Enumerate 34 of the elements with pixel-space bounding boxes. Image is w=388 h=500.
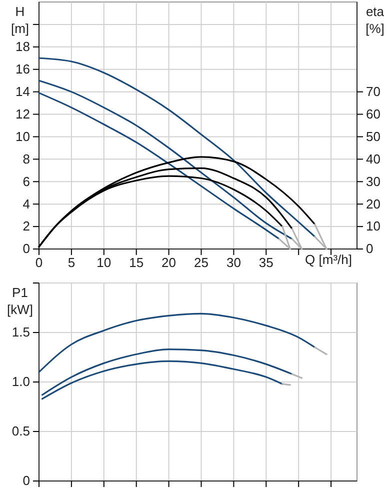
- x-tick-label: 30: [226, 255, 241, 270]
- x-tick-label: 10: [96, 255, 112, 270]
- y-tick-label: 2: [22, 218, 30, 234]
- y2-axis-title: eta [%]: [366, 4, 385, 36]
- x-tick-label: 15: [129, 255, 144, 270]
- y-tick-label: 6: [22, 174, 30, 189]
- x-tick-label: 5: [68, 255, 76, 270]
- y-tick-label: 10: [16, 128, 30, 144]
- text: 1.0: [12, 374, 30, 390]
- y2-tick-label: 50: [366, 128, 380, 144]
- y-tick-label: 0.5: [12, 424, 30, 439]
- x-tick-label: 0: [35, 255, 43, 270]
- y-tick-label: 8: [22, 151, 30, 166]
- y-tick-label: 0: [22, 241, 30, 256]
- y2-tick-label: 70: [366, 84, 380, 99]
- y2-tick-label: 10: [366, 218, 380, 234]
- y-tick-label: 16: [16, 62, 30, 77]
- y2-tick-label: 20: [366, 196, 380, 212]
- y2-tick-label: 0: [366, 241, 374, 256]
- y-tick-label: 14: [16, 84, 30, 99]
- y-tick-label: 12: [16, 106, 30, 122]
- y-tick-label: 0: [22, 473, 30, 488]
- y2-tick-label: 60: [366, 106, 380, 122]
- y2-tick-label: 40: [366, 151, 380, 166]
- y-tick-label: 18: [16, 39, 30, 54]
- x-tick-label: 20: [162, 255, 176, 270]
- y2-tick-label: 30: [366, 174, 380, 189]
- x-axis-title: Q [m³/h]: [305, 252, 352, 267]
- y-tick-label: 1.5: [12, 324, 30, 340]
- y-axis-title: H [m]: [10, 4, 30, 36]
- x-tick-label: 35: [258, 255, 274, 270]
- y-tick-label: 4: [22, 196, 30, 212]
- y-axis-title: P1 [kW]: [7, 285, 33, 317]
- x-tick-label: 25: [194, 255, 208, 270]
